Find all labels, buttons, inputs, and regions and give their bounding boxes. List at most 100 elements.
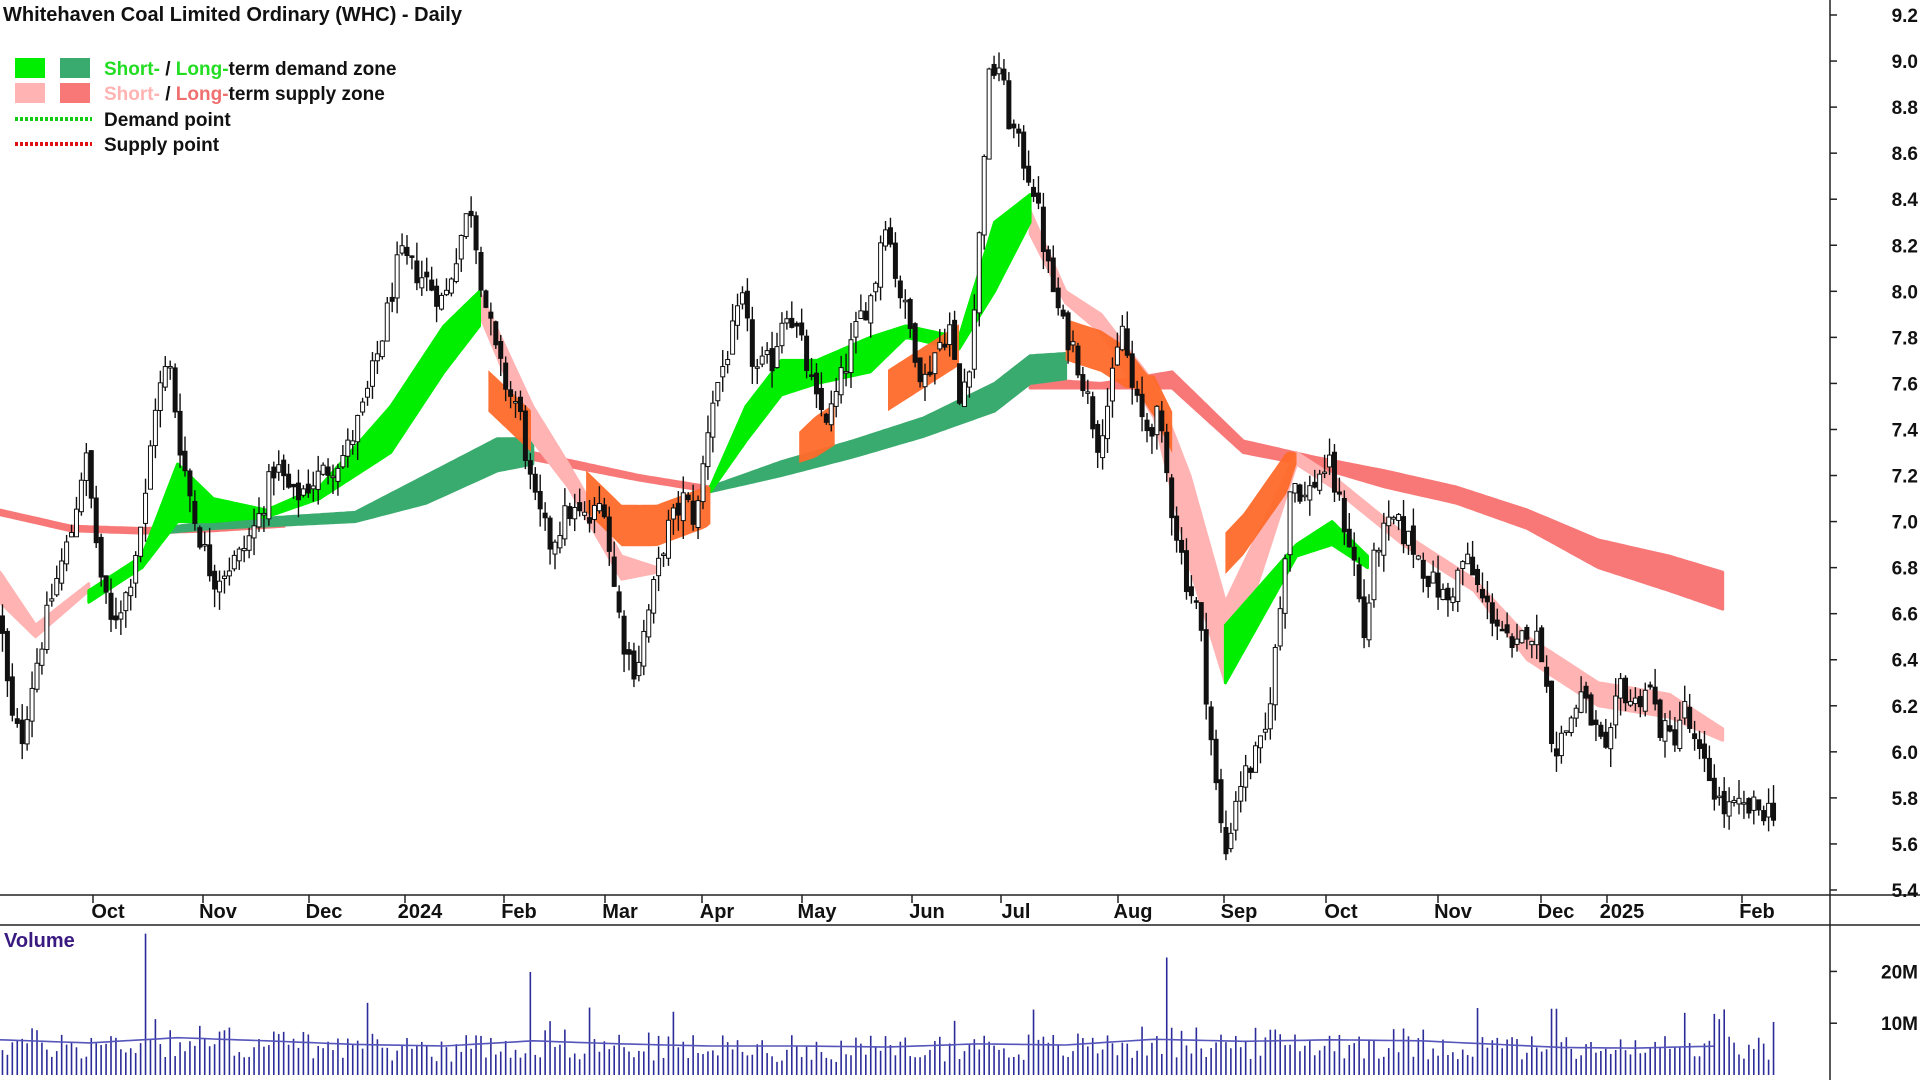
candle-body — [883, 229, 889, 247]
candle-body — [873, 282, 879, 293]
candle-body — [1657, 699, 1663, 738]
candle-body — [774, 346, 780, 369]
candle-body — [266, 471, 272, 520]
candle-body — [1588, 694, 1594, 726]
candle-body — [1746, 798, 1752, 814]
time-tick-label: 2024 — [398, 901, 443, 923]
candle-body — [1455, 569, 1461, 602]
candle-body — [1341, 497, 1347, 533]
candle-body — [1366, 602, 1372, 641]
candle-body — [478, 251, 484, 291]
candle-body — [754, 366, 760, 369]
candle-body — [1105, 405, 1111, 440]
candle-body — [488, 311, 494, 319]
candle-body — [1228, 832, 1234, 850]
time-tick-label: Oct — [1324, 901, 1358, 923]
demand-zone-short — [87, 289, 481, 604]
price-tick-label: 7.8 — [1892, 328, 1918, 349]
candle-body — [1253, 745, 1259, 773]
candle-body — [680, 492, 686, 522]
candle-body — [123, 592, 129, 612]
price-tick-label: 5.8 — [1892, 789, 1918, 810]
candle-body — [1055, 287, 1061, 309]
candle-body — [656, 557, 662, 577]
candle-body — [996, 67, 1002, 75]
candle-body — [986, 68, 992, 160]
candle-body — [1529, 640, 1535, 646]
candle-body — [1169, 477, 1175, 519]
candle-body — [374, 353, 380, 362]
candle-body — [1553, 748, 1559, 757]
candle-body — [1593, 719, 1599, 726]
candle-body — [251, 525, 257, 539]
candle-body — [1174, 515, 1180, 541]
candle-body — [1134, 388, 1140, 396]
legend-label-part: term demand zone — [229, 59, 397, 80]
candle-body — [473, 215, 479, 251]
candle-body — [305, 483, 311, 494]
price-tick-label: 8.2 — [1892, 236, 1918, 257]
candle-body — [917, 357, 923, 383]
candle-body — [241, 548, 247, 552]
candle-body — [1139, 393, 1145, 418]
candle-body — [1371, 549, 1377, 601]
candle-body — [1233, 800, 1239, 831]
candle-body — [907, 299, 913, 329]
candle-body — [162, 366, 168, 388]
candle-body — [892, 242, 898, 279]
supply-demand-transition-band — [1065, 318, 1173, 454]
candle-body — [1445, 587, 1451, 601]
time-tick-label: Nov — [199, 901, 238, 923]
time-tick-label: May — [798, 901, 838, 923]
legend-swatch-short — [15, 83, 45, 103]
candle-body — [1697, 739, 1703, 749]
time-tick-label: Jun — [909, 901, 945, 923]
candle-body — [286, 473, 292, 488]
candle-body — [1741, 802, 1747, 805]
candle-body — [1026, 165, 1032, 183]
candle-body — [1706, 757, 1712, 782]
price-tick-label: 8.0 — [1892, 282, 1918, 303]
supply-demand-transition-band — [488, 370, 531, 452]
candle-body — [221, 575, 227, 580]
candle-body — [394, 254, 400, 299]
candle-body — [735, 305, 741, 326]
price-tick-label: 5.4 — [1892, 881, 1919, 902]
candle-body — [49, 598, 55, 602]
candle-body — [157, 382, 163, 411]
candle-body — [942, 343, 948, 348]
time-tick-label: Dec — [1538, 901, 1575, 923]
candle-body — [1021, 131, 1027, 169]
candle-body — [532, 473, 538, 493]
candle-body — [739, 292, 745, 305]
candle-body — [335, 467, 341, 482]
candle-body — [991, 63, 997, 76]
legend-label-part: / — [160, 84, 176, 105]
candle-body — [690, 500, 696, 525]
legend-label-part: Demand point — [104, 110, 231, 131]
candle-body — [952, 319, 958, 360]
candle-body — [1223, 827, 1229, 855]
candle-body — [1351, 546, 1357, 561]
price-tick-label: 9.0 — [1892, 52, 1918, 73]
candle-body — [384, 302, 390, 342]
candle-body — [1257, 735, 1263, 749]
candle-body — [784, 318, 790, 324]
candle-body — [152, 409, 158, 447]
candle-body — [369, 360, 375, 387]
candle-body — [1050, 257, 1056, 293]
candle-body — [636, 661, 642, 677]
candle-body — [1524, 626, 1530, 640]
candle-body — [1040, 206, 1046, 253]
candle-body — [1692, 733, 1698, 740]
candle-body — [133, 554, 139, 584]
legend-label: Short- / Long-term supply zone — [104, 84, 385, 105]
time-tick-label: Nov — [1434, 901, 1473, 923]
candle-body — [182, 450, 188, 472]
candle-body — [1188, 586, 1194, 597]
candle-body — [24, 719, 30, 745]
price-tick-label: 6.6 — [1892, 605, 1918, 626]
candle-body — [138, 526, 144, 557]
candle-body — [1544, 666, 1550, 687]
